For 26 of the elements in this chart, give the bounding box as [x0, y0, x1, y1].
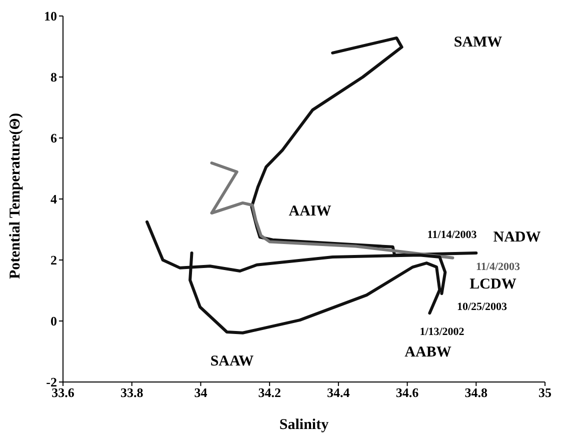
x-tick-label: 35	[538, 385, 552, 400]
annotation: NADW	[493, 230, 541, 246]
y-axis-title: Potential Temperature(Θ)	[7, 113, 24, 279]
annotation: AABW	[404, 344, 452, 362]
y-tick-label: 2	[50, 252, 57, 268]
x-tick-label: 34.6	[396, 385, 420, 400]
y-tick-label: 6	[50, 130, 58, 146]
annotation: AAIW	[288, 204, 332, 220]
y-tick-label: 0	[50, 314, 57, 329]
y-tick-label: 4	[50, 192, 58, 207]
x-tick-label: 34	[194, 385, 208, 400]
annotation: 11/14/2003	[427, 229, 477, 241]
y-tick-label: 8	[50, 70, 58, 85]
y-tick-label: 10	[44, 8, 57, 24]
x-tick-label: 33.6	[52, 385, 75, 400]
x-tick-label: 34.2	[258, 385, 281, 400]
annotation: 10/25/2003	[456, 301, 508, 313]
annotation: SAAW	[210, 354, 254, 370]
annotation: 11/4/2003	[476, 261, 520, 273]
x-axis-title: Salinity	[279, 417, 330, 433]
annotation: SAMW	[454, 34, 502, 52]
annotation: LCDW	[470, 276, 516, 294]
x-tick-label: 33.8	[120, 385, 144, 400]
annotation: 1/13/2002	[420, 326, 464, 338]
x-tick-label: 34.8	[464, 385, 488, 400]
x-tick-label: 34.4	[327, 385, 350, 400]
